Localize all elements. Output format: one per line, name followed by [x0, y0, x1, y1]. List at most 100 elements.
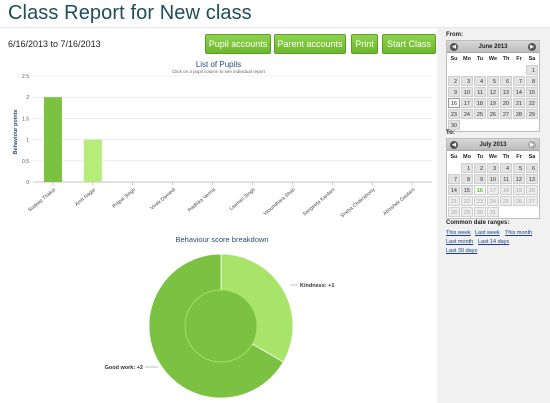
x-tick-label: Amit Nagar	[74, 187, 97, 208]
calendar-day[interactable]: 27	[526, 196, 538, 206]
start-class-button[interactable]: Start Class	[382, 34, 436, 54]
calendar-day[interactable]: 21	[513, 98, 525, 108]
calendar-empty-cell	[487, 65, 499, 75]
calendar-day[interactable]: 11	[500, 174, 512, 184]
kindness-slice-label: Kindness: +1	[300, 283, 334, 289]
y-tick-label: 0	[26, 180, 29, 186]
range-this-month-link[interactable]: This month	[505, 230, 533, 236]
calendar-day[interactable]: 7	[513, 76, 525, 86]
calendar-day[interactable]: 20	[500, 98, 512, 108]
calendar-day[interactable]: 25	[474, 109, 486, 119]
calendar-day[interactable]: 23	[474, 196, 486, 206]
calendar-day[interactable]: 5	[487, 76, 499, 86]
calendar-day[interactable]: 16	[474, 185, 486, 195]
calendar-day[interactable]: 19	[513, 185, 525, 195]
calendar-day[interactable]: 31	[487, 207, 499, 217]
x-tick-label: Radhika Verma	[187, 187, 217, 214]
calendar-day[interactable]: 9	[474, 174, 486, 184]
calendar-day[interactable]: 12	[513, 174, 525, 184]
calendar-day[interactable]: 10	[487, 174, 499, 184]
calendar-day[interactable]: 28	[513, 109, 525, 119]
calendar-day[interactable]: 8	[461, 174, 473, 184]
calendar-day[interactable]: 22	[461, 196, 473, 206]
calendar-empty-cell	[513, 65, 525, 75]
calendar-day[interactable]: 20	[526, 185, 538, 195]
weekday-header: Fr	[516, 154, 522, 160]
calendar-day[interactable]: 19	[487, 98, 499, 108]
calendar-day[interactable]: 15	[526, 87, 538, 97]
title-bar: Class Report for New class	[0, 0, 550, 28]
calendar-day[interactable]: 2	[448, 76, 460, 86]
calendar-day[interactable]: 4	[500, 163, 512, 173]
weekday-header: Su	[450, 56, 458, 62]
parent-accounts-button[interactable]: Parent accounts	[274, 34, 346, 54]
calendar-day[interactable]: 22	[526, 98, 538, 108]
breakdown-pie-chart: Kindness: +1 Good work: +2	[105, 253, 334, 399]
calendar-day[interactable]: 28	[448, 207, 460, 217]
from-month-title: June 2013	[478, 44, 508, 50]
calendar-day[interactable]: 17	[461, 98, 473, 108]
calendar-day[interactable]: 24	[487, 196, 499, 206]
pupils-chart-subtitle: Click on a pupil column to see individua…	[172, 69, 265, 74]
weekday-header: Mo	[463, 56, 471, 62]
x-tick-label: Pritpal Singh	[111, 187, 137, 210]
calendar-day[interactable]: 7	[448, 174, 460, 184]
calendar-day[interactable]: 1	[526, 65, 538, 75]
calendar-day[interactable]: 2	[474, 163, 486, 173]
calendar-day[interactable]: 18	[500, 185, 512, 195]
calendar-day[interactable]: 16	[448, 98, 460, 108]
calendar-day[interactable]: 29	[461, 207, 473, 217]
calendar-day[interactable]: 3	[487, 163, 499, 173]
pupils-bar-chart: Behaviour points 0 0.5 1 1.5 2 2.5 Sudeep Tha…	[13, 74, 432, 219]
calendar-day[interactable]: 30	[474, 207, 486, 217]
weekday-header: We	[488, 56, 498, 62]
calendar-day[interactable]: 9	[448, 87, 460, 97]
calendar-day[interactable]: 13	[526, 174, 538, 184]
calendar-day[interactable]: 29	[526, 109, 538, 119]
range-this-week-link[interactable]: This week	[446, 230, 471, 236]
range-last-month-link[interactable]: Last month	[446, 239, 474, 245]
calendar-day[interactable]: 15	[461, 185, 473, 195]
from-calendar: ◀ June 2013 ▶ Su Mo Tu We Th Fr Sa 1 2 3 4 5 6 7 8 9 10 1…	[446, 40, 540, 132]
calendar-day[interactable]: 23	[448, 109, 460, 119]
calendar-day[interactable]: 5	[513, 163, 525, 173]
x-tick-label: Vasundhara Shah	[262, 187, 296, 217]
calendar-day[interactable]: 1	[461, 163, 473, 173]
calendar-day[interactable]: 6	[526, 163, 538, 173]
calendar-day[interactable]: 17	[487, 185, 499, 195]
page-title: Class Report for New class	[8, 2, 252, 24]
calendar-day[interactable]: 21	[448, 196, 460, 206]
range-last-14-days-link[interactable]: Last 14 days	[478, 239, 510, 245]
calendar-day[interactable]: 11	[474, 87, 486, 97]
weekday-header: Th	[502, 56, 510, 62]
calendar-day[interactable]: 12	[487, 87, 499, 97]
print-button[interactable]: Print	[351, 34, 378, 54]
calendar-day[interactable]: 6	[500, 76, 512, 86]
calendar-day[interactable]: 13	[500, 87, 512, 97]
calendar-day[interactable]: 8	[526, 76, 538, 86]
prev-month-icon[interactable]: ◀	[450, 43, 458, 51]
breakdown-chart-title: Behaviour score breakdown	[175, 235, 269, 244]
calendar-day[interactable]: 26	[513, 196, 525, 206]
calendar-day[interactable]: 18	[474, 98, 486, 108]
prev-month-icon[interactable]: ◀	[450, 141, 458, 149]
range-last-30-days-link[interactable]: Last 30 days	[446, 248, 478, 254]
calendar-day[interactable]: 25	[500, 196, 512, 206]
bar-0[interactable]	[43, 97, 62, 182]
calendar-day[interactable]: 14	[513, 87, 525, 97]
calendar-day[interactable]: 4	[474, 76, 486, 86]
calendar-day[interactable]: 14	[448, 185, 460, 195]
calendar-empty-cell	[461, 65, 473, 75]
calendar-day[interactable]: 10	[461, 87, 473, 97]
calendar-day[interactable]: 30	[448, 120, 460, 130]
calendar-day[interactable]: 24	[461, 109, 473, 119]
x-tick-label: Laxman Singh	[228, 187, 257, 212]
x-tick-label: Vivek Dwivedi	[149, 187, 177, 212]
pupil-accounts-button[interactable]: Pupil accounts	[205, 34, 271, 54]
calendar-day[interactable]: 26	[487, 109, 499, 119]
bar-1[interactable]	[83, 139, 102, 182]
calendar-day[interactable]: 3	[461, 76, 473, 86]
calendar-day[interactable]: 27	[500, 109, 512, 119]
range-last-week-link[interactable]: Last week	[475, 230, 500, 236]
next-month-icon[interactable]: ▶	[528, 43, 536, 51]
